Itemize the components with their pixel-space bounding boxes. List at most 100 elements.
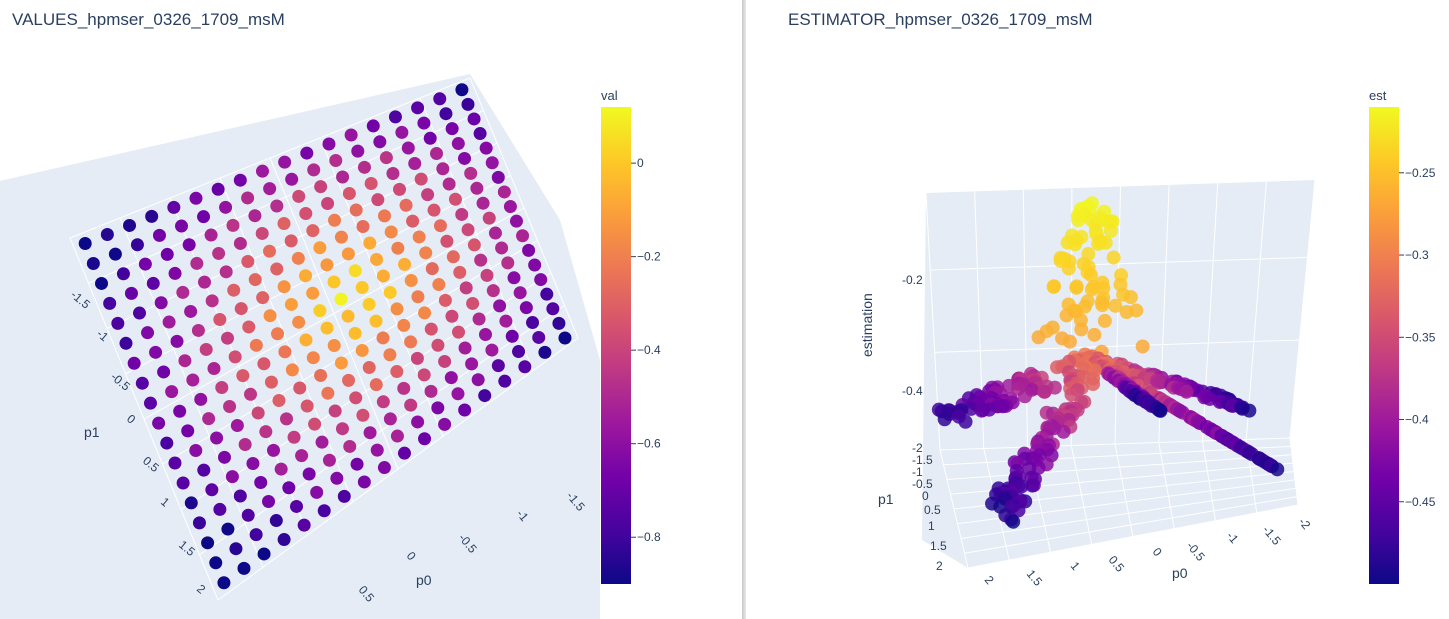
values-point (146, 276, 160, 290)
estimator-point (1074, 322, 1089, 337)
values-point (459, 281, 473, 295)
values-point (393, 182, 406, 196)
panel-divider[interactable] (742, 0, 746, 619)
values-point (467, 238, 481, 252)
values-point (363, 426, 377, 440)
estimator-colorbar-tick: −0.45 (1405, 495, 1436, 509)
values-point (369, 378, 383, 392)
estimator-point (1017, 389, 1032, 404)
values-point (430, 147, 444, 161)
values-point (292, 189, 306, 203)
values-point (280, 412, 294, 426)
values-point (306, 224, 320, 238)
estimator-p1-tick: -2 (912, 441, 923, 455)
values-point (217, 450, 231, 464)
values-point (486, 284, 500, 298)
estimator-p1-tick: -1.5 (912, 453, 933, 467)
values-scene-background (0, 74, 600, 619)
values-point (149, 345, 163, 359)
values-point (528, 258, 542, 272)
values-point (257, 357, 271, 371)
values-point (488, 226, 502, 240)
values-point (438, 293, 452, 307)
values-point (300, 399, 314, 413)
values-point (292, 315, 306, 329)
values-point (241, 191, 255, 205)
values-point (328, 404, 342, 418)
values-point (262, 495, 276, 509)
values-colorbar-tick: −0.2 (637, 250, 661, 264)
values-point (466, 296, 480, 310)
estimator-p1-tick: 0 (922, 489, 929, 503)
estimator-point (1037, 384, 1052, 399)
values-point (370, 252, 384, 266)
estimator-p1-tick: -0.5 (912, 477, 933, 491)
values-point (446, 250, 460, 264)
estimator-colorbar-tick: −0.35 (1405, 330, 1436, 344)
values-point (343, 439, 357, 453)
estimator-plot-panel[interactable]: ESTIMATOR_hpmser_0326_1709_msM -0.2 -0.4 e… (746, 0, 1449, 619)
values-point (471, 373, 485, 387)
values-point (448, 192, 462, 206)
values-point (143, 396, 157, 410)
values-point (242, 320, 256, 334)
estimator-point (1083, 268, 1098, 283)
estimator-gridline (1245, 181, 1267, 440)
values-point (418, 432, 432, 446)
estimator-point (1095, 298, 1110, 313)
values-point (411, 101, 425, 115)
values-point (284, 297, 298, 311)
values-point (233, 236, 247, 250)
values-point (373, 135, 387, 149)
values-point (219, 265, 233, 279)
values-point (299, 206, 313, 220)
estimator-point (974, 403, 989, 418)
values-colorbar (601, 107, 631, 584)
values-point (417, 116, 431, 130)
values-point (516, 229, 530, 243)
values-point (414, 172, 428, 186)
values-plot-title: VALUES_hpmser_0326_1709_msM (12, 10, 285, 29)
values-point (491, 359, 505, 373)
values-point (213, 502, 227, 516)
estimator-point (1062, 334, 1077, 349)
values-point (445, 122, 459, 136)
values-point (399, 198, 413, 212)
values-point (209, 556, 223, 570)
values-point (357, 160, 371, 174)
values-point (455, 83, 469, 97)
values-point (293, 381, 307, 395)
values-point (157, 365, 171, 379)
values-point (476, 196, 490, 210)
values-point (198, 275, 211, 289)
values-point (423, 131, 437, 145)
values-colorbar-tick: −0.8 (637, 530, 661, 544)
values-plot-panel[interactable]: VALUES_hpmser_0326_1709_msM -1.5 -1 -0.5 0 0… (0, 0, 742, 619)
estimator-gridline (964, 496, 1298, 554)
values-point (321, 386, 335, 400)
values-point (427, 203, 441, 217)
estimator-point (1084, 282, 1099, 297)
values-point (334, 292, 348, 306)
values-point (116, 267, 130, 281)
values-point (451, 137, 465, 151)
values-point (501, 256, 515, 270)
values-point (526, 316, 540, 330)
values-scatter-3d[interactable]: -1.5-1-0.500.511.52 0.50-0.5-1-1.5p0p1val… (0, 0, 742, 619)
values-point (411, 290, 425, 304)
estimator-scatter-3d[interactable]: -0.2-0.4estimation-2-1.5-1-0.500.511.52p… (746, 0, 1449, 619)
values-point (300, 146, 314, 160)
values-point (364, 177, 378, 191)
values-point (271, 327, 285, 341)
values-point (238, 438, 252, 452)
values-point (355, 281, 369, 295)
values-point (278, 155, 292, 169)
values-colorbar-title: val (601, 88, 618, 103)
estimator-p0-tick: -0.5 (1184, 539, 1208, 564)
values-point (173, 404, 187, 418)
values-point (362, 297, 376, 311)
values-point (219, 200, 233, 214)
values-point (160, 247, 174, 261)
estimator-point (1103, 223, 1118, 238)
values-point (398, 257, 412, 271)
